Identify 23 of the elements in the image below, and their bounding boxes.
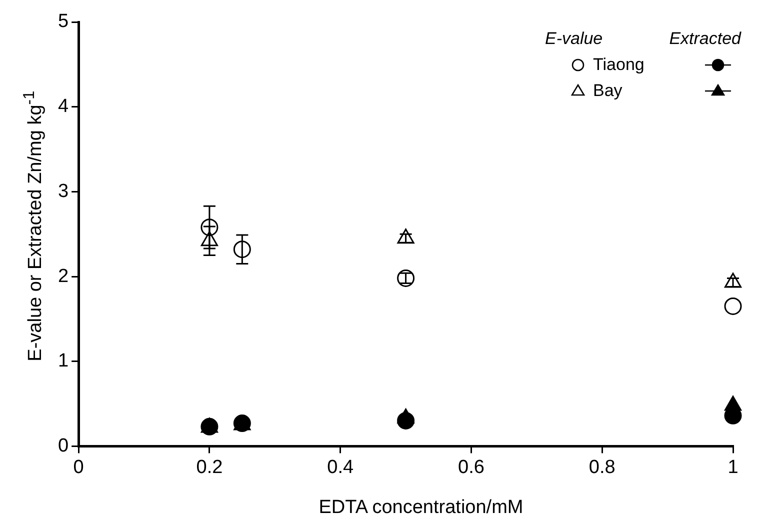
- x-tick-label: 0.8: [588, 456, 616, 478]
- y-tick-label: 0: [58, 435, 69, 456]
- y-tick-label: 3: [58, 180, 69, 202]
- point: [200, 418, 218, 436]
- x-tick-label: 1: [728, 456, 738, 478]
- legend-label: Bay: [592, 81, 624, 101]
- point: [724, 297, 742, 315]
- point: [200, 218, 218, 236]
- x-axis-title: EDTA concentration/mM: [318, 497, 524, 519]
- x-tick-label: 0.2: [196, 456, 223, 478]
- y-tick-label: 1: [58, 350, 69, 372]
- point: [397, 269, 415, 287]
- annotation: E-value: [545, 29, 603, 49]
- legend-label: Tiaong: [592, 55, 646, 75]
- x-tick-label: 0: [73, 456, 84, 478]
- x-tick-label: 0.4: [327, 456, 354, 478]
- x-tick-label: 0.6: [458, 456, 484, 478]
- y-tick-label: 5: [58, 11, 69, 32]
- annotation: Extracted: [669, 29, 741, 49]
- y-tick-label: 4: [58, 96, 69, 118]
- point: [233, 240, 251, 258]
- y-tick-label: 2: [58, 266, 69, 287]
- point: [397, 412, 415, 430]
